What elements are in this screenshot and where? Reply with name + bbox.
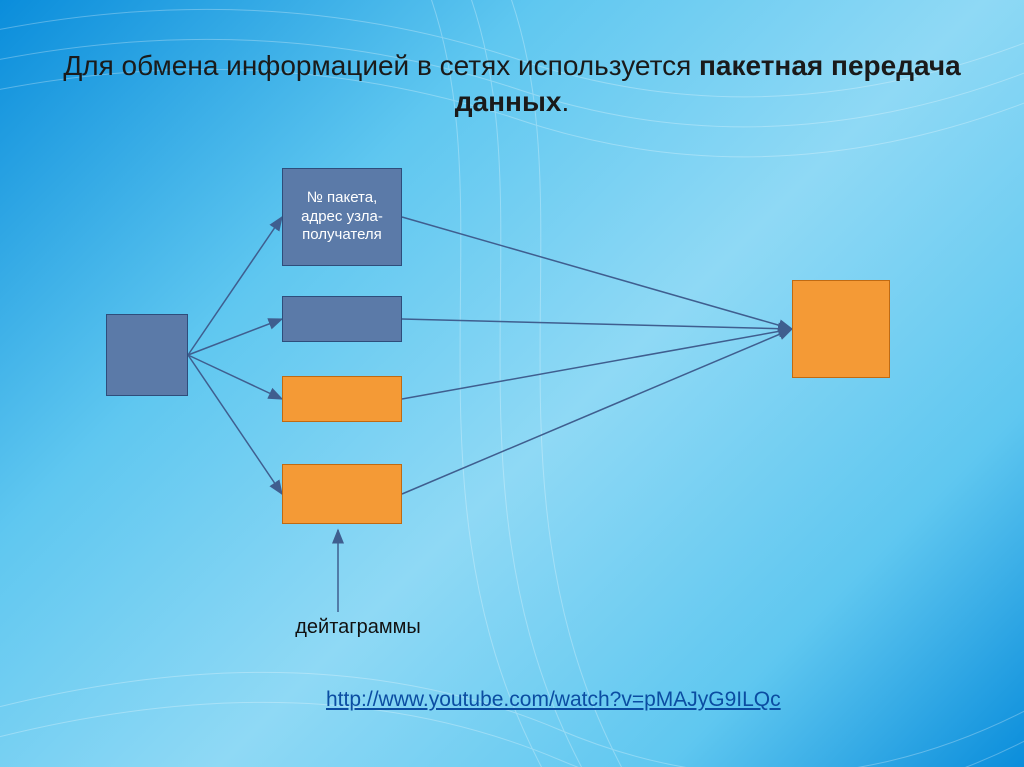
datagram-label: дейтаграммы <box>268 616 448 639</box>
node-text-line: получателя <box>302 226 382 245</box>
slide: Для обмена информацией в сетях используе… <box>0 0 1024 767</box>
nodes-layer: № пакета,адрес узла-получателя <box>0 0 1024 767</box>
node-dest <box>792 280 890 378</box>
node-packet3 <box>282 376 402 422</box>
node-packet4 <box>282 464 402 524</box>
node-source <box>106 314 188 396</box>
video-link[interactable]: http://www.youtube.com/watch?v=pMAJyG9IL… <box>326 688 781 712</box>
node-text-line: адрес узла- <box>301 208 383 227</box>
node-text-line: № пакета, <box>307 189 378 208</box>
node-packet1: № пакета,адрес узла-получателя <box>282 168 402 266</box>
node-packet2 <box>282 296 402 342</box>
